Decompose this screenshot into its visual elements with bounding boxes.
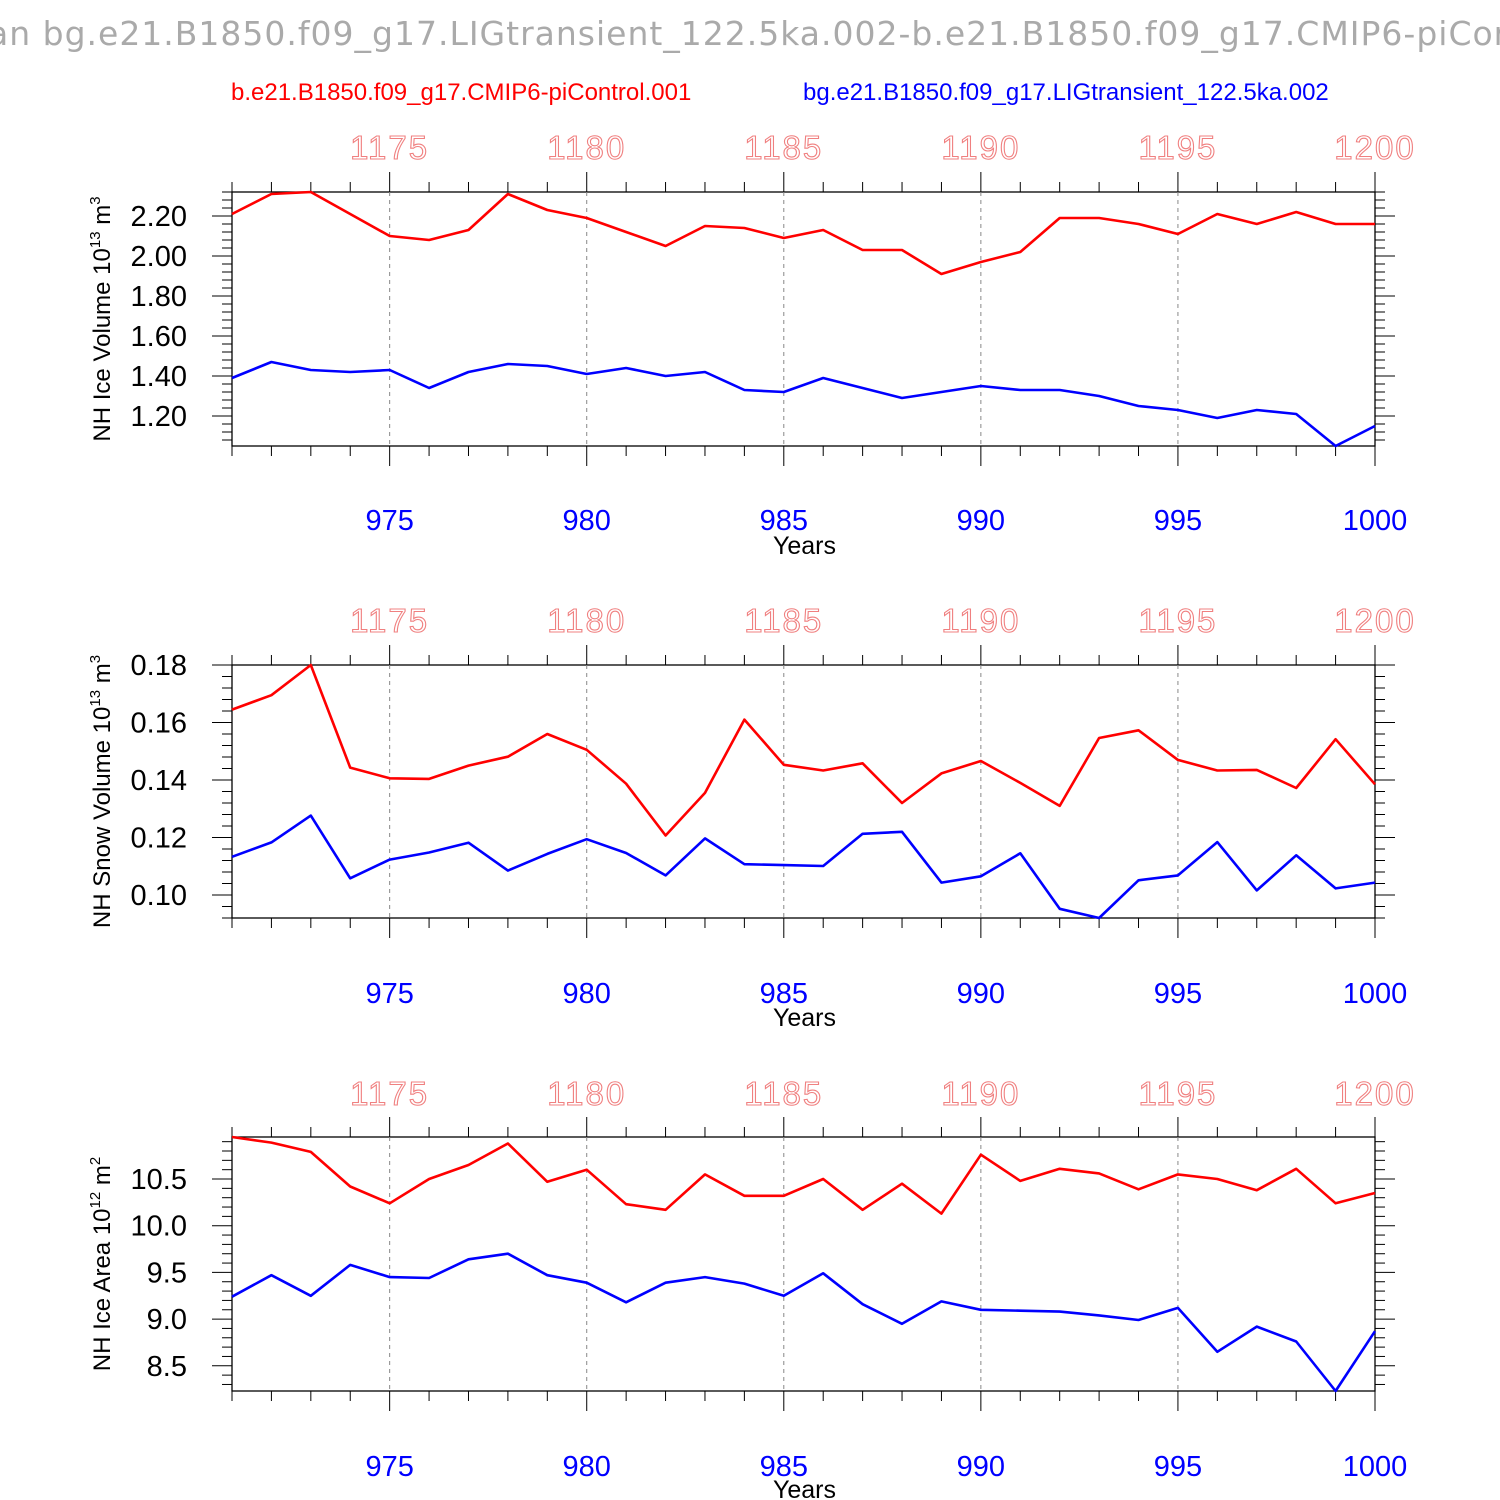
y-tick-label: 0.18 — [131, 650, 187, 682]
top-x-tick-label: 1195 — [1138, 1075, 1217, 1112]
y-axis-title-part: 12 — [87, 1192, 104, 1209]
top-x-tick-label: 1185 — [744, 1075, 823, 1112]
bottom-x-tick-label: 985 — [760, 505, 808, 537]
series-line-control — [231, 1135, 1376, 1215]
legend-control-run: b.e21.B1850.f09_g17.CMIP6-piControl.001 — [231, 79, 692, 106]
y-axis-title-part: 13 — [87, 690, 104, 707]
chart-panel-3: 975 1175 980 1180 985 1185 990 1190 995 1195 1000 1… — [87, 1074, 1415, 1500]
series-line-transient — [231, 814, 1376, 920]
top-x-tick-label: 1190 — [941, 1075, 1020, 1112]
bottom-x-tick-label: 990 — [957, 505, 1005, 537]
top-x-tick-label: 1175 — [350, 602, 429, 639]
bottom-x-tick-label: 1000 — [1343, 505, 1408, 537]
x-axis-title: Years — [773, 1476, 836, 1500]
bottom-x-tick-label: 995 — [1154, 505, 1202, 537]
y-tick-label: 0.12 — [131, 823, 187, 855]
top-x-tick-label: 1190 — [941, 129, 1020, 166]
y-axis-title: NH Ice Volume 1013 m3 — [87, 196, 116, 441]
y-tick-label: 1.80 — [131, 281, 187, 313]
bottom-x-tick-label: 980 — [563, 978, 611, 1010]
bottom-x-tick-label: 995 — [1154, 978, 1202, 1010]
bottom-x-tick-label: 975 — [365, 978, 413, 1010]
top-x-tick-label: 1185 — [744, 602, 823, 639]
page-title: an bg.e21.B1850.f09_g17.LIGtransient_122… — [0, 14, 1500, 53]
y-tick-label: 0.10 — [131, 880, 187, 912]
bottom-x-tick-label: 995 — [1154, 1451, 1202, 1483]
y-tick-label: 1.20 — [131, 401, 187, 433]
top-x-tick-label: 1195 — [1138, 129, 1217, 166]
top-x-tick-label: 1190 — [941, 602, 1020, 639]
y-axis-title: NH Ice Area 1012 m2 — [87, 1157, 116, 1371]
y-axis-title-part: m — [89, 663, 116, 690]
top-x-tick-label: 1200 — [1334, 602, 1415, 639]
y-axis-title-part: m — [89, 205, 116, 232]
top-x-tick-label: 1185 — [744, 129, 823, 166]
bottom-x-tick-label: 980 — [563, 1451, 611, 1483]
y-tick-label: 0.14 — [131, 765, 187, 797]
y-tick-label: 1.60 — [131, 321, 187, 353]
y-tick-label: 9.0 — [147, 1304, 187, 1336]
y-tick-label: 1.40 — [131, 361, 187, 393]
y-tick-label: 8.5 — [147, 1351, 187, 1383]
y-axis-title-part: 3 — [87, 655, 104, 663]
legend-transient-run: bg.e21.B1850.f09_g17.LIGtransient_122.5k… — [803, 79, 1329, 106]
y-axis-title-part: 13 — [87, 231, 104, 248]
y-axis-title-part: NH Ice Area 10 — [89, 1208, 116, 1371]
y-axis-title: NH Snow Volume 1013 m3 — [87, 655, 116, 928]
top-x-tick-label: 1180 — [547, 602, 626, 639]
x-axis-title: Years — [773, 532, 836, 560]
series-line-transient — [231, 360, 1376, 448]
y-axis-title-part: NH Ice Volume 10 — [89, 248, 116, 441]
y-tick-label: 9.5 — [147, 1257, 187, 1289]
top-x-tick-label: 1195 — [1138, 602, 1217, 639]
y-tick-label: 10.0 — [131, 1211, 187, 1243]
chart-panel-2: 975 1175 980 1180 985 1185 990 1190 995 1195 1000 1… — [87, 601, 1415, 1032]
top-x-tick-label: 1200 — [1334, 1075, 1415, 1112]
bottom-x-tick-label: 990 — [957, 1451, 1005, 1483]
series-line-control — [231, 190, 1375, 276]
chart-panel-1: 975 1175 980 1180 985 1185 990 1190 995 1195 1000 1… — [87, 128, 1415, 560]
top-x-tick-label: 1180 — [547, 1075, 626, 1112]
bottom-x-tick-label: 985 — [760, 978, 808, 1010]
bottom-x-tick-label: 980 — [563, 505, 611, 537]
plot-frame — [231, 664, 1376, 919]
top-x-tick-label: 1175 — [350, 1075, 429, 1112]
y-axis-title-part: 3 — [87, 196, 104, 204]
y-tick-label: 2.20 — [131, 201, 187, 233]
bottom-x-tick-label: 1000 — [1343, 1451, 1408, 1483]
top-x-tick-label: 1180 — [547, 129, 626, 166]
y-axis-title-part: m — [89, 1165, 116, 1192]
bottom-x-tick-label: 1000 — [1343, 978, 1408, 1010]
top-x-tick-label: 1175 — [350, 129, 429, 166]
y-tick-label: 2.00 — [131, 241, 187, 273]
y-tick-label: 10.5 — [131, 1164, 187, 1196]
y-axis-title-part: NH Snow Volume 10 — [89, 707, 116, 928]
x-axis-title: Years — [773, 1004, 836, 1032]
plot-frame — [231, 191, 1376, 447]
bottom-x-tick-label: 975 — [365, 1451, 413, 1483]
series-line-control — [231, 663, 1376, 837]
bottom-x-tick-label: 990 — [957, 978, 1005, 1010]
bottom-x-tick-label: 985 — [760, 1451, 808, 1483]
y-tick-label: 0.16 — [131, 708, 187, 740]
y-axis-title-part: 2 — [87, 1157, 104, 1165]
top-x-tick-label: 1200 — [1334, 129, 1415, 166]
bottom-x-tick-label: 975 — [365, 505, 413, 537]
series-line-transient — [231, 1252, 1377, 1393]
plot-frame — [231, 1136, 1376, 1392]
